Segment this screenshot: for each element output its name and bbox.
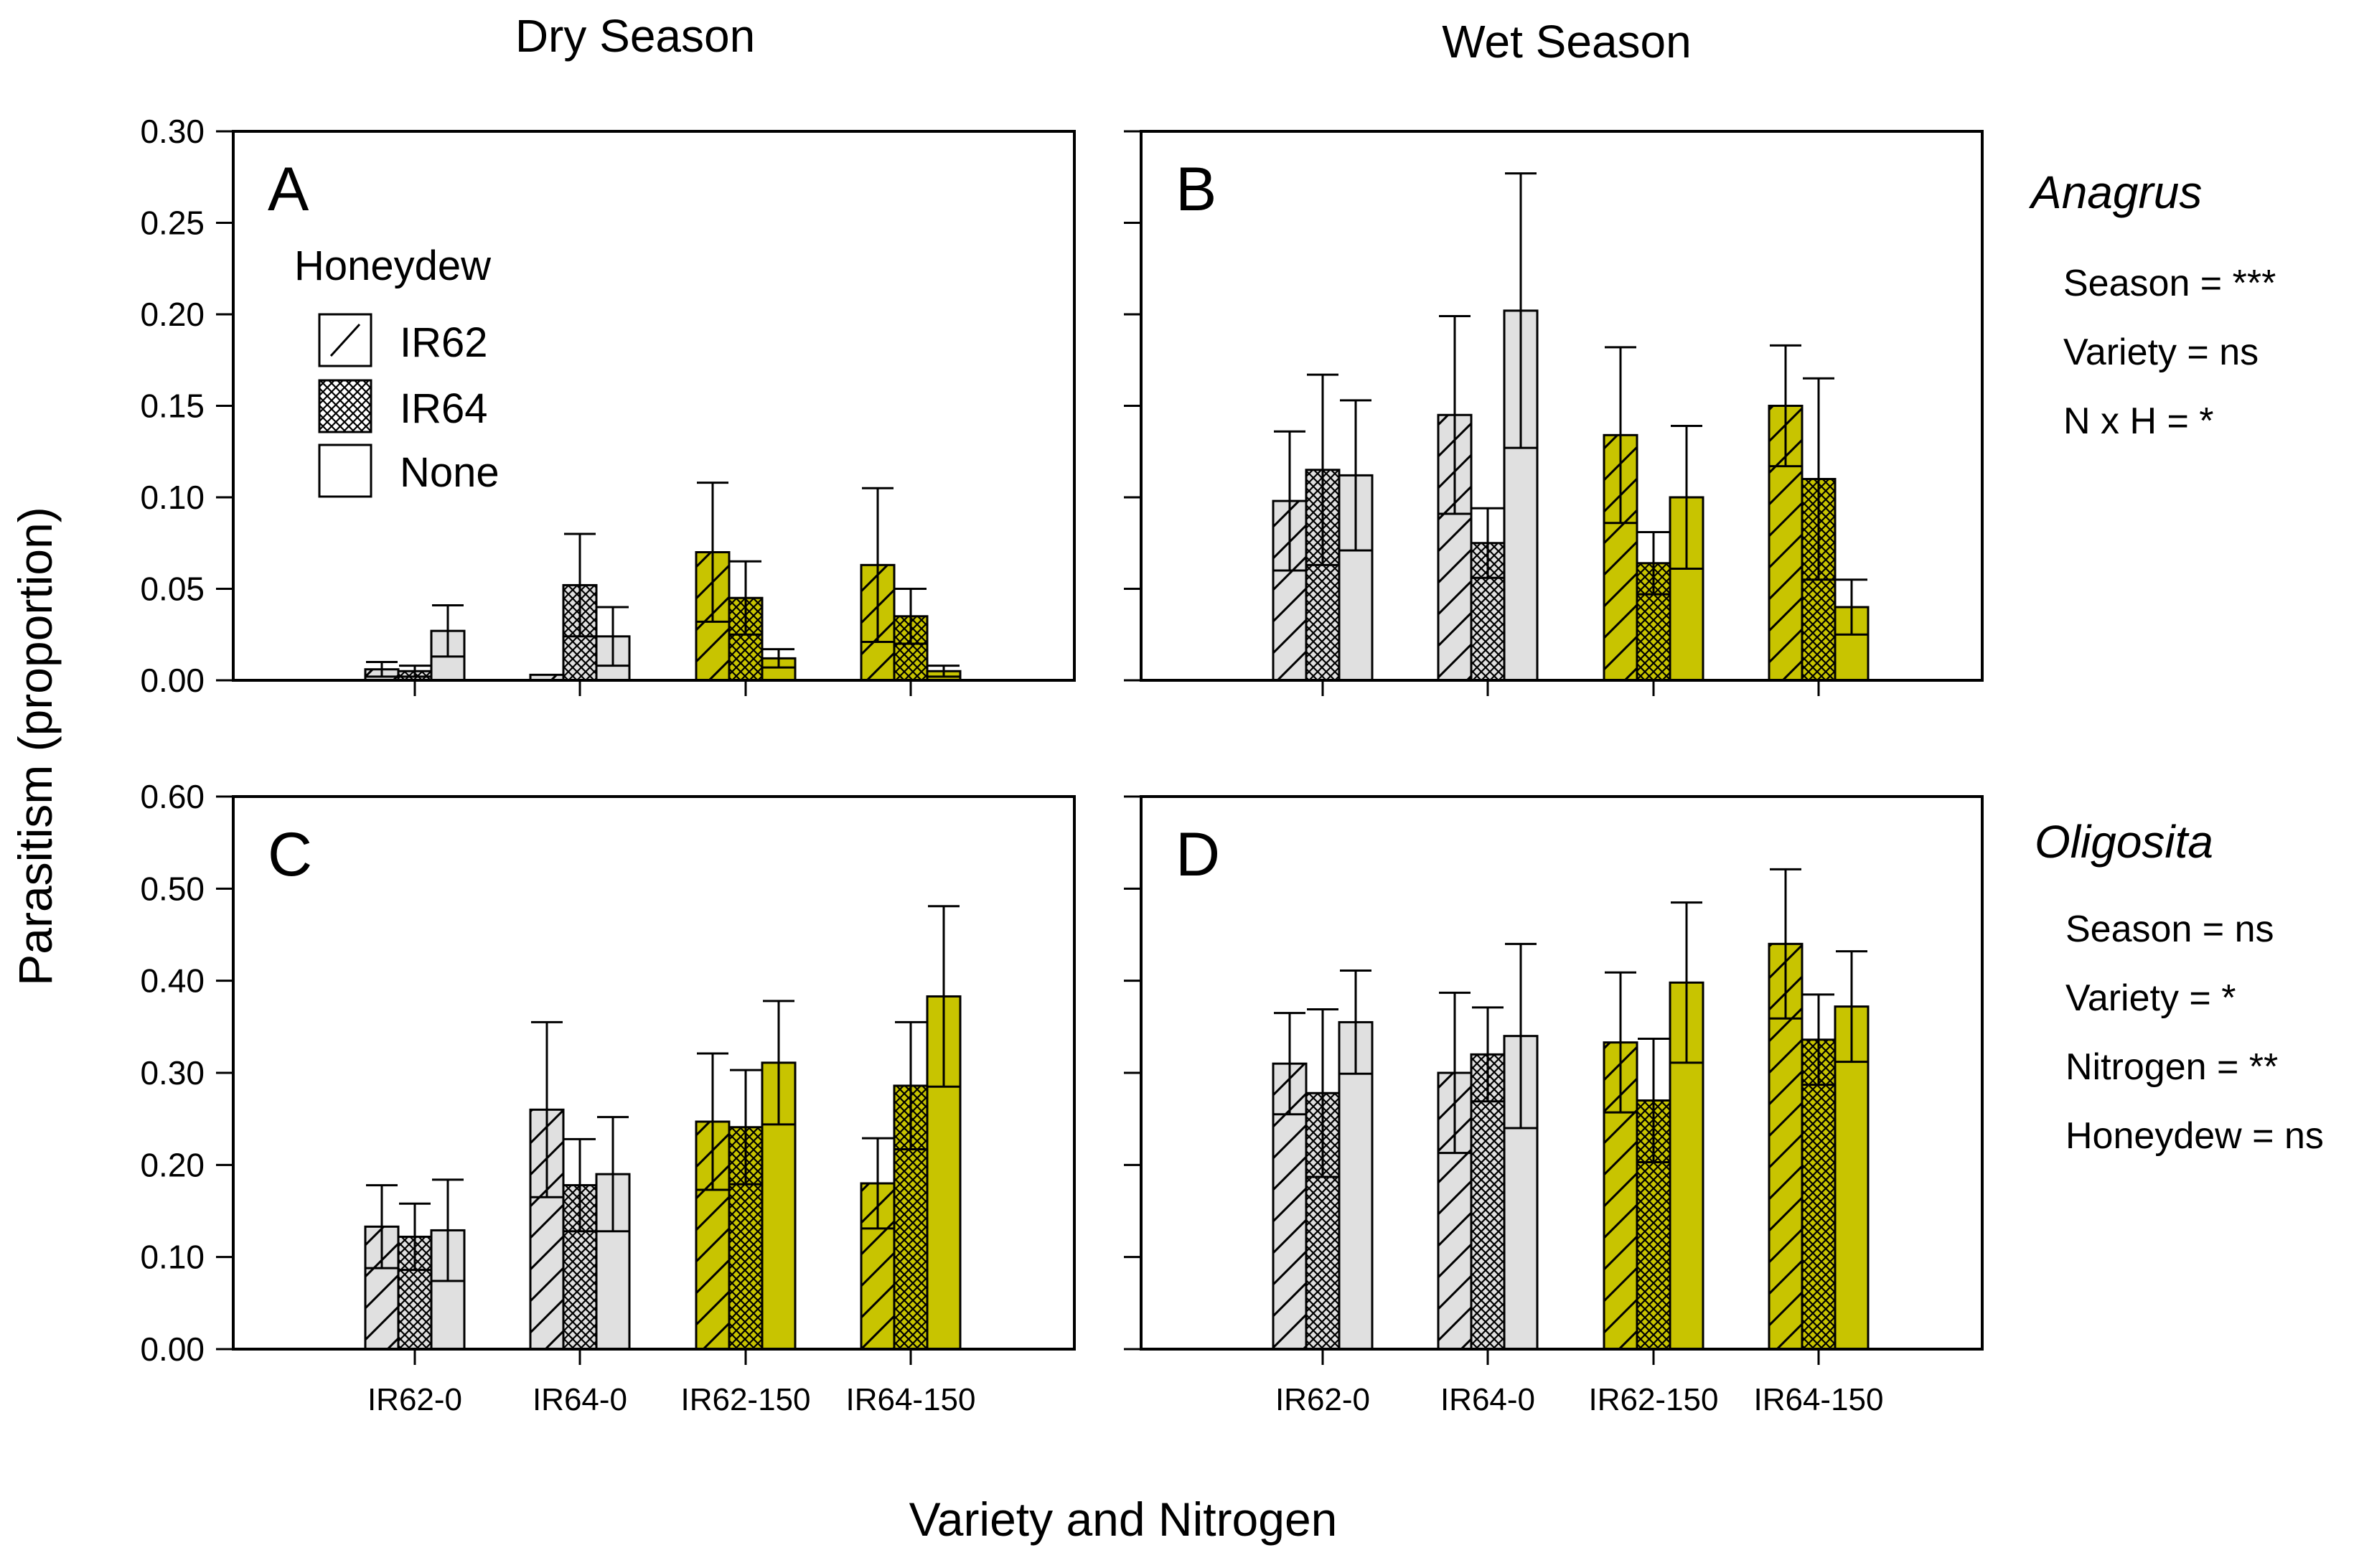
panel-letter: A <box>268 155 309 224</box>
y-axis-title: Parasitism (proportion) <box>9 507 62 986</box>
panel-letter: B <box>1176 155 1216 224</box>
x-tick-label: IR62-0 <box>1275 1382 1370 1417</box>
y-tick-label: 0.00 <box>140 662 205 699</box>
x-tick-label: IR64-150 <box>1753 1382 1883 1417</box>
plot-frame <box>1140 130 1984 682</box>
legend-label-ir64: IR64 <box>400 385 488 432</box>
bar-d-ir64-0-ir64-hatch <box>1471 1054 1504 1349</box>
x-axis-title: Variety and Nitrogen <box>909 1493 1338 1546</box>
y-tick-label: 0.60 <box>140 778 205 815</box>
legend-swatch-ir64 <box>318 379 372 433</box>
plot-frame <box>232 795 1076 1351</box>
stat-anagrus-season: Season = *** <box>2063 263 2276 304</box>
species-label-oligosita: Oligosita <box>2035 816 2213 868</box>
x-tick-label: IR62-150 <box>1588 1382 1718 1417</box>
y-tick-label: 0.20 <box>140 296 205 333</box>
stat-anagrus-nxh: N x H = * <box>2063 400 2214 442</box>
bar-a-ir64-0-ir62-hatch <box>530 675 563 680</box>
panel-letter: D <box>1176 820 1220 889</box>
anagrus-annotation: Anagrus Season = *** Variety = ns N x H … <box>2028 166 2276 442</box>
bar-d-ir64-150-none <box>1834 1005 1870 1351</box>
stat-oligosita-honeydew: Honeydew = ns <box>2065 1115 2324 1157</box>
stat-oligosita-nitrogen: Nitrogen = ** <box>2065 1046 2278 1088</box>
y-tick-label: 0.40 <box>140 962 205 1000</box>
y-tick-label: 0.10 <box>140 1239 205 1276</box>
panel-d-wet-oligosita: IR62-0 IR64-0 IR62-150 IR64-150 D <box>1124 795 1984 1417</box>
y-tick-label: 0.00 <box>140 1330 205 1368</box>
panel-a-dry-anagrus: 0.00 0.05 0.10 0.15 0.20 0.25 0.30 A <box>140 113 1076 699</box>
y-tick-label: 0.30 <box>140 1054 205 1092</box>
legend-label-none: None <box>400 449 500 496</box>
species-label-anagrus: Anagrus <box>2028 166 2202 218</box>
stat-oligosita-season: Season = ns <box>2065 909 2274 950</box>
panel-b-wet-anagrus: B <box>1124 130 1984 696</box>
y-tick-label: 0.25 <box>140 205 205 242</box>
y-tick-label: 0.15 <box>140 388 205 425</box>
y-tick-label: 0.05 <box>140 571 205 608</box>
legend-label-ir62: IR62 <box>400 319 488 366</box>
x-tick-label: IR64-0 <box>533 1382 627 1417</box>
legend-swatch-ir62-hatch <box>329 323 361 357</box>
plot-frame <box>232 130 1076 682</box>
y-tick-label: 0.50 <box>140 870 205 907</box>
y-tick-label: 0.30 <box>140 113 205 150</box>
plot-frame <box>1140 795 1984 1351</box>
stat-anagrus-variety: Variety = ns <box>2063 332 2259 373</box>
season-title-wet: Wet Season <box>1442 16 1691 67</box>
panel-c-dry-oligosita: 0.00 0.10 0.20 0.30 0.40 0.50 0.60 IR62-0 IR64-0… <box>140 778 1076 1417</box>
y-tick-label: 0.10 <box>140 479 205 516</box>
bar-d-ir64-150-ir64-hatch <box>1802 1039 1835 1349</box>
x-tick-label: IR62-150 <box>680 1382 810 1417</box>
y-tick-label: 0.20 <box>140 1146 205 1183</box>
season-title-dry: Dry Season <box>515 10 755 62</box>
legend-swatch-none <box>318 443 372 498</box>
x-tick-label: IR64-150 <box>845 1382 975 1417</box>
legend-title: Honeydew <box>294 243 492 289</box>
x-tick-label: IR62-0 <box>367 1382 462 1417</box>
oligosita-annotation: Oligosita Season = ns Variety = * Nitrog… <box>2035 816 2324 1157</box>
panel-letter: C <box>268 820 312 889</box>
stat-oligosita-variety: Variety = * <box>2065 977 2236 1019</box>
legend: Honeydew IR62 IR64 None <box>294 243 500 498</box>
x-tick-label: IR64-0 <box>1440 1382 1535 1417</box>
